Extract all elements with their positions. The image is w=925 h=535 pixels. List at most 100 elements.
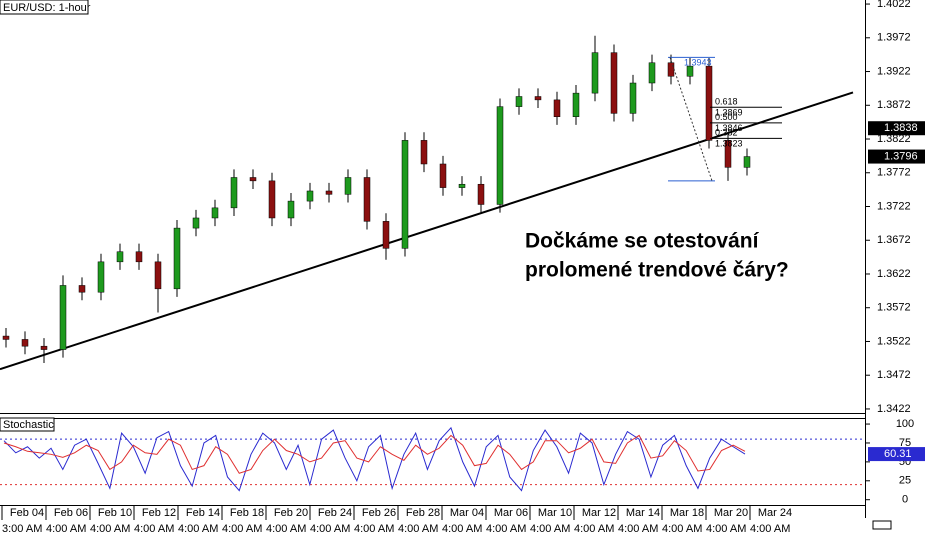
x-time-label: 4:00 AM bbox=[222, 523, 262, 535]
x-time-label: 4:00 AM bbox=[398, 523, 438, 535]
candle-body bbox=[344, 177, 352, 195]
stochastic-line bbox=[3, 426, 746, 492]
candle-body bbox=[78, 285, 86, 293]
y-tick-label: 1.3772 bbox=[877, 167, 911, 179]
x-time-label: 4:00 AM bbox=[618, 523, 658, 535]
y-tick-label: 1.3672 bbox=[877, 234, 911, 246]
candle-body bbox=[496, 106, 504, 205]
x-time-label: 4:00 AM bbox=[178, 523, 218, 535]
candle-body bbox=[724, 140, 732, 168]
x-time-label: 4:00 AM bbox=[706, 523, 746, 535]
fib-price: 1.3823 bbox=[715, 139, 743, 149]
candle-body bbox=[401, 140, 409, 249]
y-tick-label: 100 bbox=[896, 418, 914, 430]
candle-body bbox=[629, 82, 637, 114]
candle-body bbox=[515, 96, 523, 107]
candle-body bbox=[154, 261, 162, 290]
candle-body bbox=[667, 62, 675, 77]
candle-body bbox=[572, 92, 580, 117]
x-time-label: 4:00 AM bbox=[310, 523, 350, 535]
candle-body bbox=[116, 251, 124, 263]
candle-body bbox=[249, 177, 257, 182]
y-tick-label: 1.3522 bbox=[877, 335, 911, 347]
fib-price: 1.3846 bbox=[715, 123, 743, 133]
y-tick-label: 1.3822 bbox=[877, 133, 911, 145]
y-tick-label: 25 bbox=[899, 475, 911, 487]
y-tick-label: 1.4022 bbox=[877, 0, 911, 10]
candle-body bbox=[420, 140, 428, 165]
candle-body bbox=[325, 190, 333, 195]
x-tick-label: Mar 20 bbox=[714, 507, 748, 519]
candle-body bbox=[591, 52, 599, 94]
x-time-label: 4:00 AM bbox=[266, 523, 306, 535]
candle-body bbox=[534, 96, 542, 101]
candle-body bbox=[97, 261, 105, 293]
x-tick-label: Feb 10 bbox=[98, 507, 132, 519]
x-tick-label: Feb 26 bbox=[362, 507, 396, 519]
y-tick-label: 1.3622 bbox=[877, 268, 911, 280]
y-tick-label: 1.3872 bbox=[877, 99, 911, 111]
value-marker bbox=[868, 447, 925, 462]
price-marker-label: 1.3838 bbox=[884, 122, 918, 134]
x-time-label: 4:00 AM bbox=[46, 523, 86, 535]
x-tick-label: Mar 06 bbox=[494, 507, 528, 519]
candle-body bbox=[59, 285, 67, 350]
value-marker-label: 60.31 bbox=[884, 448, 912, 460]
candle-body bbox=[21, 339, 29, 347]
y-tick-label: 1.3922 bbox=[877, 65, 911, 77]
candle-body bbox=[610, 52, 618, 114]
candle-body bbox=[287, 200, 295, 219]
y-tick-label: 1.3972 bbox=[877, 32, 911, 44]
candle-body bbox=[705, 65, 713, 141]
x-time-label: 4:00 AM bbox=[354, 523, 394, 535]
fib-ratio: 0.500 bbox=[715, 112, 738, 122]
annotation: Dočkáme se otestování bbox=[525, 230, 760, 253]
x-tick-label: Mar 12 bbox=[582, 507, 616, 519]
x-tick-label: Mar 24 bbox=[758, 507, 792, 519]
price-marker bbox=[868, 149, 925, 164]
candle-body bbox=[306, 190, 314, 202]
x-tick-label: Feb 04 bbox=[10, 507, 44, 519]
x-tick-label: Feb 14 bbox=[186, 507, 220, 519]
x-tick-label: Feb 18 bbox=[230, 507, 264, 519]
candle-body bbox=[382, 221, 390, 249]
y-tick-label: 1.3472 bbox=[877, 369, 911, 381]
price-marker-label: 1.3796 bbox=[884, 150, 918, 162]
candle-body bbox=[268, 180, 276, 219]
y-tick-label: 1.3422 bbox=[877, 403, 911, 415]
x-time-label: 4:00 AM bbox=[574, 523, 614, 535]
price-marker bbox=[868, 121, 925, 136]
x-time-label: 4:00 AM bbox=[90, 523, 130, 535]
candle-body bbox=[363, 177, 371, 222]
x-time-label: 4:00 AM bbox=[134, 523, 174, 535]
candle-body bbox=[230, 177, 238, 209]
fib-ratio: 0.618 bbox=[715, 97, 738, 107]
x-time-label: 4:00 AM bbox=[486, 523, 526, 535]
candle-body bbox=[40, 345, 48, 350]
y-tick-label: 75 bbox=[899, 437, 911, 449]
x-time-label: 4:00 AM bbox=[530, 523, 570, 535]
x-time-label: 4:00 AM bbox=[750, 523, 790, 535]
candle-body bbox=[553, 99, 561, 117]
chart-title: EUR/USD: 1-hour bbox=[3, 2, 91, 14]
candle-body bbox=[135, 251, 143, 263]
candle-body bbox=[211, 207, 219, 219]
x-tick-label: Mar 18 bbox=[670, 507, 704, 519]
x-time-label: 3:00 AM bbox=[2, 523, 42, 535]
stochastic-line bbox=[3, 434, 746, 474]
fib-diagonal bbox=[669, 57, 713, 182]
x-tick-label: Feb 24 bbox=[318, 507, 352, 519]
fib-label: 1.3943 bbox=[684, 58, 712, 68]
y-tick-label: 1.3572 bbox=[877, 302, 911, 314]
y-tick-label: 0 bbox=[902, 494, 908, 506]
x-tick-label: Feb 12 bbox=[142, 507, 176, 519]
candle-body bbox=[192, 217, 200, 229]
scroll-icon[interactable] bbox=[872, 520, 892, 530]
candle-body bbox=[477, 183, 485, 205]
title-box bbox=[0, 0, 89, 15]
x-tick-label: Mar 14 bbox=[626, 507, 660, 519]
fib-ratio: 0.382 bbox=[715, 128, 738, 138]
x-tick-label: Feb 28 bbox=[406, 507, 440, 519]
x-time-label: 4:00 AM bbox=[662, 523, 702, 535]
